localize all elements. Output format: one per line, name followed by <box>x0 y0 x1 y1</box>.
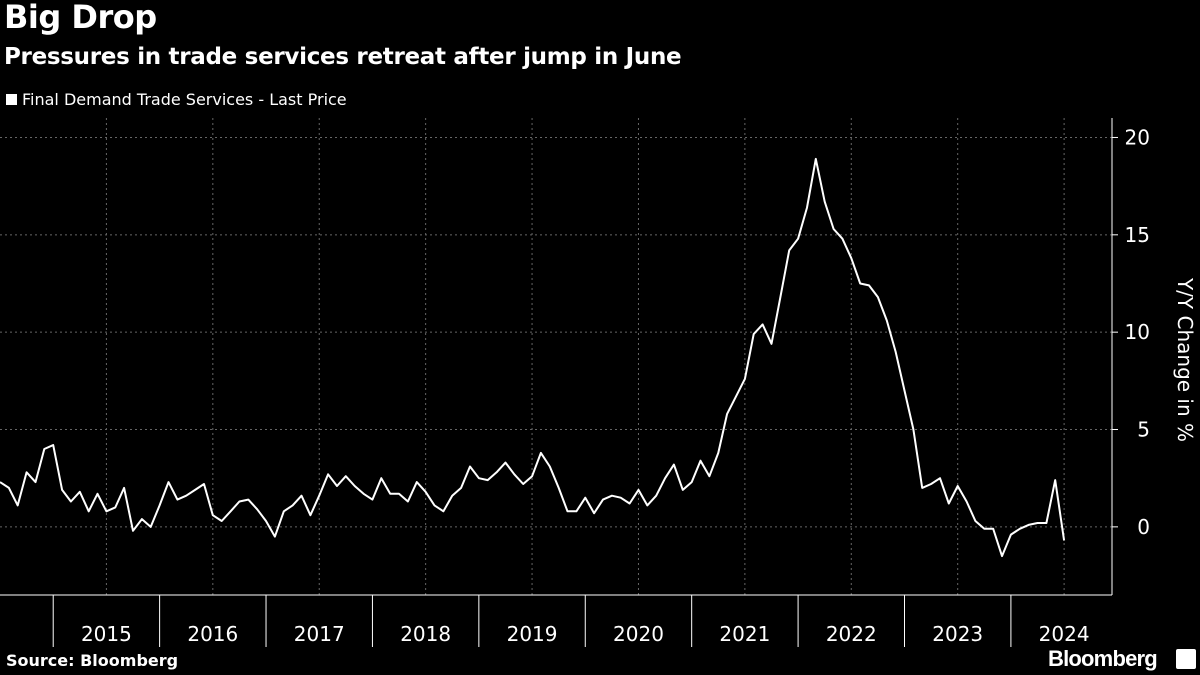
chart-subtitle: Pressures in trade services retreat afte… <box>4 44 682 70</box>
x-tick-label: 2023 <box>932 622 983 646</box>
series-line <box>0 157 1066 558</box>
x-tick-label: 2022 <box>826 622 877 646</box>
legend-swatch <box>6 94 17 105</box>
y-tick-label: 20 <box>1125 125 1150 149</box>
bloomberg-logo-icon <box>1176 649 1196 669</box>
y-tick-label: 5 <box>1137 418 1150 442</box>
y-tick-label: 0 <box>1137 515 1150 539</box>
gridlines <box>0 118 1112 595</box>
axes <box>0 118 1118 647</box>
tick-labels: 0 5 10 15 20 2015 2016 2017 2018 2019 2020 2021 2022… <box>81 125 1150 646</box>
y-tick-label: 15 <box>1125 223 1150 247</box>
legend-label: Final Demand Trade Services - Last Price <box>22 90 347 109</box>
y-axis-label: Y/Y Change in % <box>1173 277 1197 442</box>
x-tick-label: 2016 <box>187 622 238 646</box>
x-tick-label: 2020 <box>613 622 664 646</box>
x-tick-label: 2015 <box>81 622 132 646</box>
x-tick-label: 2017 <box>294 622 345 646</box>
source-note: Source: Bloomberg <box>6 651 179 670</box>
x-tick-label: 2021 <box>719 622 770 646</box>
x-tick-label: 2019 <box>507 622 558 646</box>
bloomberg-logo: Bloomberg <box>1048 646 1158 671</box>
x-tick-label: 2024 <box>1039 622 1090 646</box>
legend: Final Demand Trade Services - Last Price <box>6 90 347 109</box>
y-tick-label: 10 <box>1125 320 1150 344</box>
series <box>0 157 1066 558</box>
x-tick-label: 2018 <box>400 622 451 646</box>
chart-title: Big Drop <box>4 0 157 36</box>
